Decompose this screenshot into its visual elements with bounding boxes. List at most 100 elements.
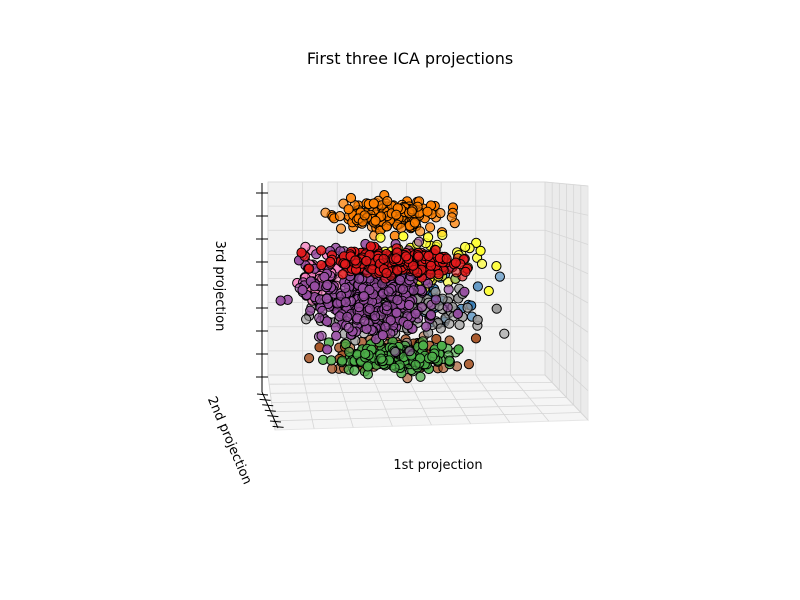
data-point [316, 330, 327, 341]
data-point [471, 237, 482, 248]
data-point [340, 282, 351, 293]
data-point [453, 344, 464, 355]
data-point [443, 284, 454, 295]
data-point [401, 251, 412, 262]
data-point [430, 294, 442, 305]
data-point [491, 303, 502, 314]
data-point [275, 295, 286, 306]
data-point [340, 259, 351, 270]
chart-title: First three ICA projections [307, 49, 513, 68]
data-point [304, 263, 315, 274]
y-tick [267, 415, 279, 418]
y-tick [262, 404, 274, 407]
data-point [350, 255, 361, 266]
data-point [337, 269, 348, 280]
data-point [416, 302, 427, 313]
data-point [322, 344, 333, 355]
data-point [483, 285, 494, 297]
data-point [354, 273, 365, 284]
data-point [391, 307, 402, 318]
data-point [382, 196, 393, 207]
data-point [305, 305, 316, 316]
data-point [451, 267, 462, 278]
data-point [462, 302, 473, 313]
y-tick [272, 425, 284, 428]
data-point [409, 217, 420, 228]
series-1 [318, 336, 464, 382]
data-point [358, 291, 369, 302]
data-point [425, 309, 437, 320]
data-point [472, 281, 483, 292]
data-point [437, 229, 448, 241]
data-point [408, 260, 419, 271]
y-tick [259, 398, 271, 401]
grid-line [273, 412, 581, 422]
series-0 [320, 190, 460, 241]
data-point [460, 266, 471, 277]
data-point [391, 209, 402, 220]
y-axis-ticks [256, 393, 284, 428]
grid-line [271, 397, 567, 403]
data-point [334, 211, 345, 222]
data-point [340, 297, 351, 308]
data-point [425, 260, 437, 271]
data-point [304, 353, 315, 364]
data-point [359, 210, 370, 221]
data-point [472, 314, 483, 325]
data-point [494, 271, 505, 282]
data-point [391, 253, 402, 264]
data-point [375, 232, 386, 243]
data-point [454, 319, 465, 330]
data-point [436, 340, 447, 351]
data-point [380, 321, 391, 332]
data-point [397, 284, 409, 295]
data-point [301, 314, 312, 325]
data-point [330, 322, 341, 333]
y-axis-label: 2nd projection [204, 395, 254, 487]
data-point [296, 247, 307, 258]
data-point [404, 299, 415, 311]
data-point [431, 333, 442, 345]
data-point [425, 222, 436, 233]
data-point [326, 355, 337, 366]
data-point [314, 312, 325, 323]
data-point [406, 206, 417, 217]
data-point [452, 308, 463, 319]
z-axis [256, 183, 268, 392]
data-point [368, 198, 379, 209]
data-point [381, 300, 392, 312]
data-point [361, 255, 372, 267]
data-point [470, 333, 482, 344]
data-point [349, 365, 360, 376]
data-point [365, 241, 376, 252]
data-point [343, 204, 354, 215]
data-point [394, 275, 406, 286]
x-axis-label: 1st projection [393, 458, 482, 473]
data-point [381, 268, 392, 279]
data-point [322, 279, 333, 291]
data-point [309, 281, 320, 292]
data-point [325, 256, 336, 267]
data-point [316, 245, 327, 256]
data-point [410, 359, 421, 370]
data-point [402, 319, 413, 330]
data-point [344, 346, 355, 357]
data-point [418, 340, 429, 351]
data-point [383, 286, 394, 297]
grid-line [272, 404, 574, 413]
data-point [369, 310, 381, 322]
data-point [362, 361, 373, 372]
y-tick [264, 409, 276, 412]
data-point [491, 261, 502, 272]
data-point [376, 353, 387, 364]
data-point [396, 222, 407, 234]
data-point [331, 330, 342, 341]
data-point [377, 330, 388, 341]
data-point [392, 265, 403, 276]
y-axis [256, 391, 284, 429]
y-tick [269, 420, 282, 423]
data-point [444, 318, 455, 329]
data-point [345, 192, 357, 204]
z-axis-ticks [256, 192, 268, 378]
scatter-points [275, 190, 510, 384]
